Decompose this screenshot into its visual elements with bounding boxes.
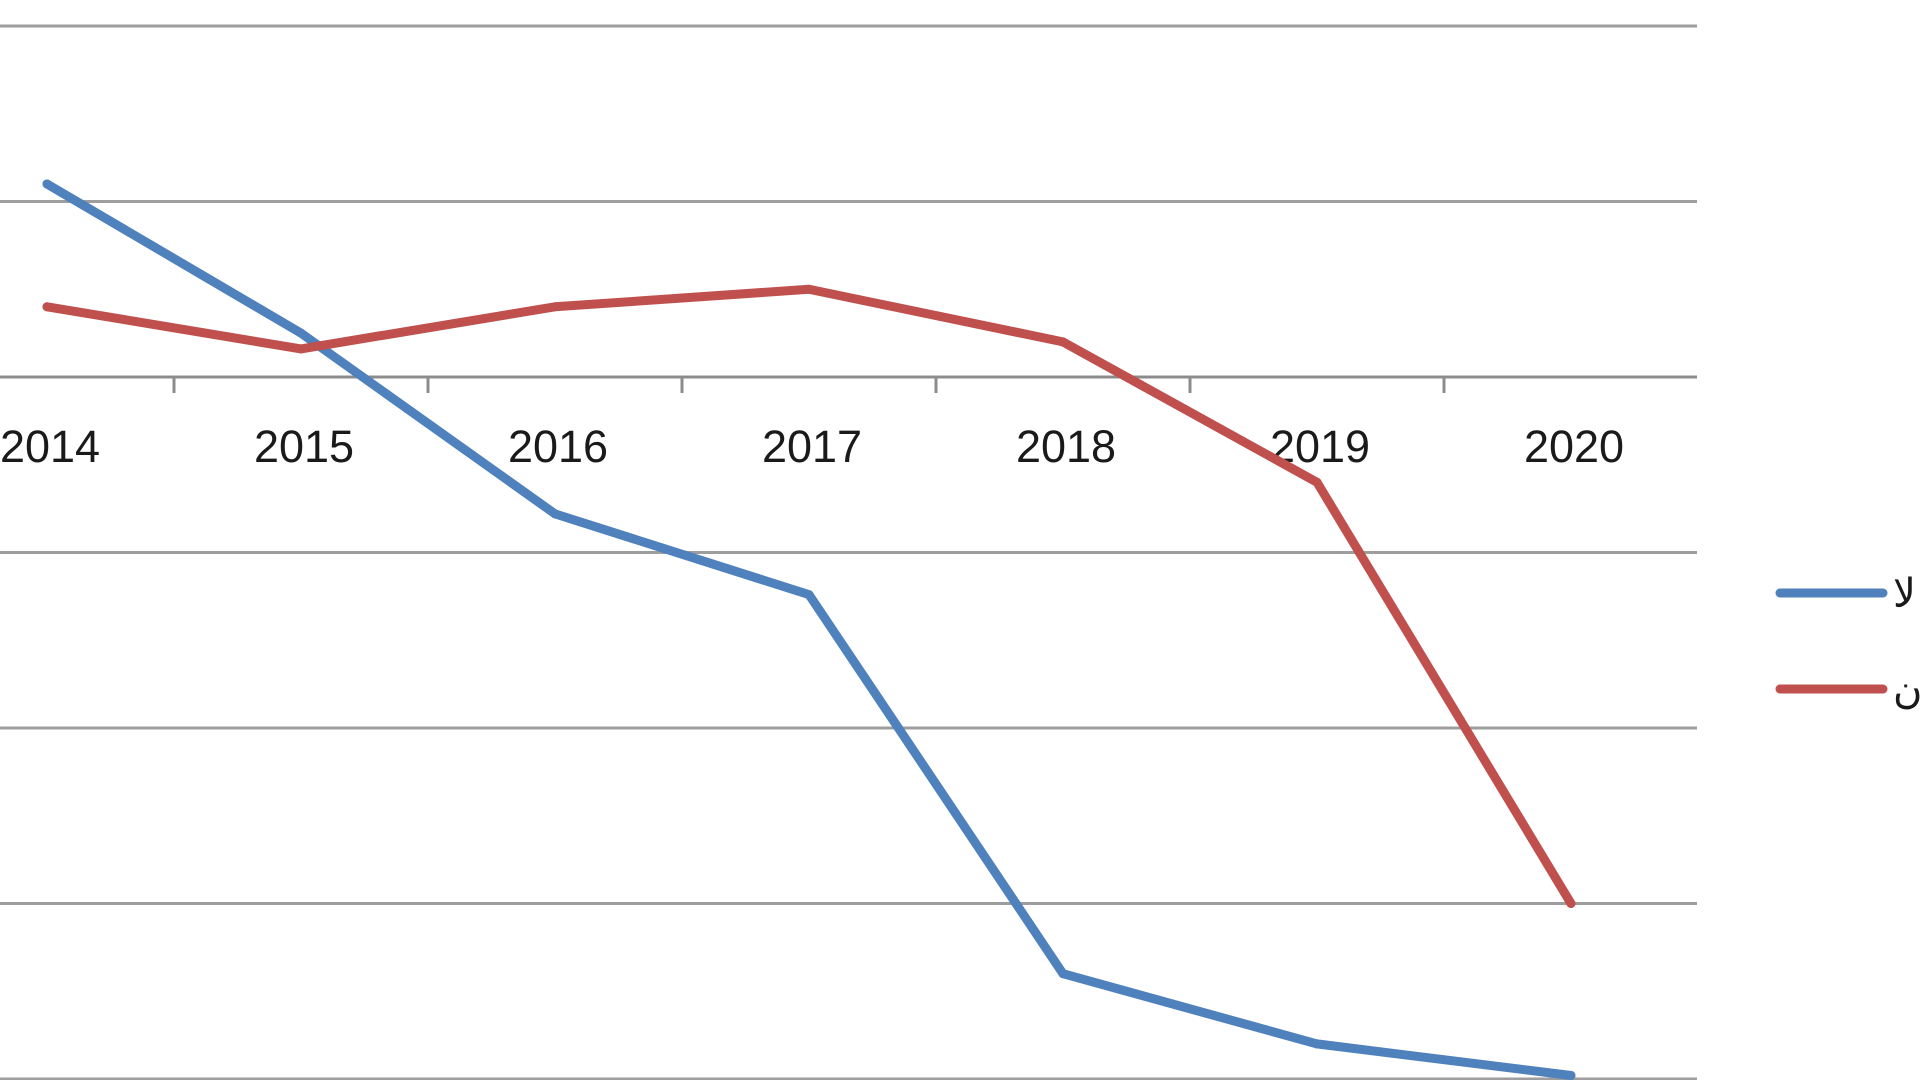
data-point bbox=[804, 590, 814, 600]
x-tick-label: 2018 bbox=[1016, 421, 1116, 472]
data-point bbox=[296, 344, 306, 354]
data-point bbox=[1058, 337, 1068, 347]
data-point bbox=[1566, 899, 1576, 908]
legend-label: لا bbox=[1893, 571, 1916, 617]
x-tick-label: 2020 bbox=[1524, 421, 1624, 472]
data-point bbox=[550, 302, 560, 312]
data-point bbox=[1312, 477, 1322, 487]
data-point bbox=[804, 284, 814, 294]
data-point bbox=[42, 179, 52, 189]
x-tick-label: 2015 bbox=[254, 421, 354, 472]
data-point bbox=[550, 509, 560, 519]
series-lines bbox=[42, 179, 1576, 1080]
legend: لا ن bbox=[1775, 571, 1920, 713]
data-point bbox=[1312, 1039, 1322, 1049]
data-point bbox=[296, 328, 306, 338]
x-tick-label: 2017 bbox=[762, 421, 862, 472]
legend-label: ن bbox=[1893, 667, 1920, 713]
data-point bbox=[42, 302, 52, 312]
gridlines bbox=[0, 24, 1697, 1080]
data-point bbox=[1566, 1070, 1576, 1080]
data-point bbox=[1058, 969, 1068, 979]
series-line-1 bbox=[42, 179, 1576, 1080]
x-axis: 2014 2015 2016 2017 2018 2019 2020 bbox=[0, 375, 1697, 472]
x-tick-label: 2016 bbox=[508, 421, 608, 472]
x-tick-label: 2014 bbox=[0, 421, 100, 472]
